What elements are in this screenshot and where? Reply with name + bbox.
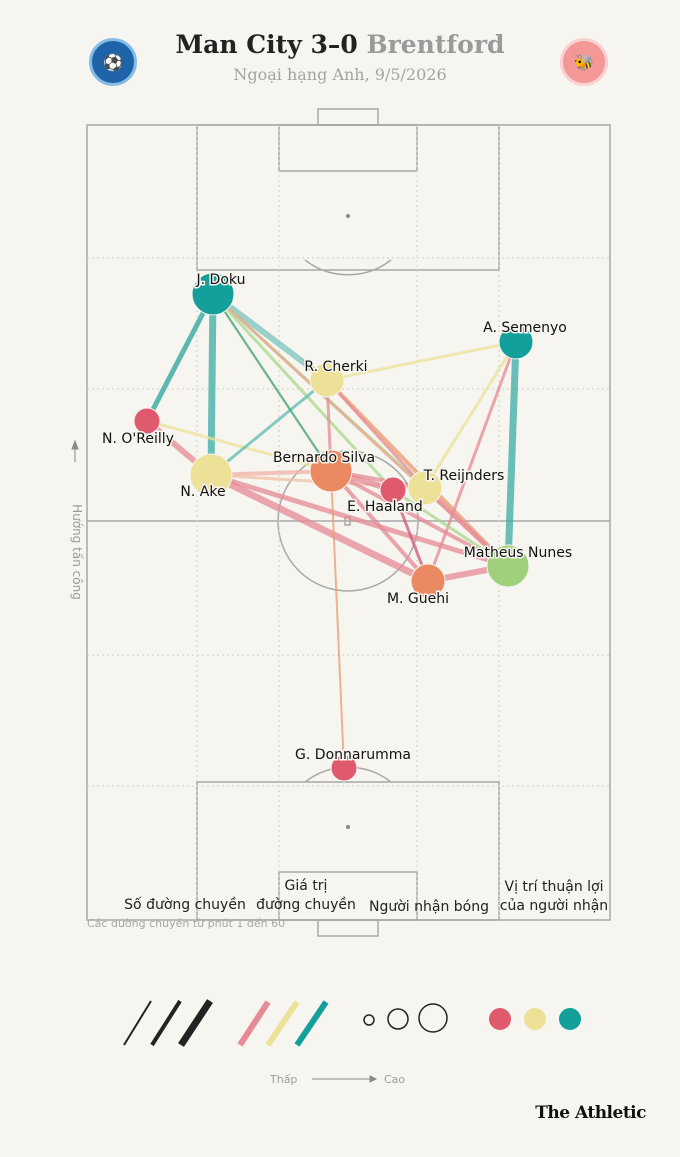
pass-link [146,419,332,473]
home-team: Man City [175,30,302,59]
pass-link [423,341,518,489]
legend-mid-color [524,1008,546,1030]
match-header: Man City 3–0 Brentford Ngoại hạng Anh, 9… [0,30,680,84]
away-team: Brentford [366,30,505,59]
bottom-penalty-spot [346,825,350,829]
legend-thick-line [178,999,213,1047]
pass-link [211,292,395,492]
player-node[interactable] [407,470,443,506]
player-node[interactable] [191,272,235,316]
brentford-crest-icon: 🐝 [560,38,608,86]
zone-gridlines [87,125,610,920]
legend-receiver-position-line1: Vị trí thuận lợi [504,879,604,895]
legend-thin-line [123,1000,152,1046]
player-nodes: J. Doku A. Semenyo R. Cherki N. O'Reilly Ber… [101,271,574,782]
center-circle [277,450,419,592]
pass-link [329,469,430,583]
pass-link [330,469,509,568]
pass-link [209,471,430,585]
pass-link [207,293,217,476]
manchester-city-crest-icon: ⚽ [89,38,137,86]
legend-small-circle [363,1014,375,1026]
pass-link [211,291,329,383]
attack-direction-label: Hướng tấn công [70,504,84,600]
legend-low-label: Thấp [270,1073,298,1086]
pitch-markings [86,108,611,937]
player-node[interactable] [410,563,446,599]
pass-link [426,341,518,582]
legend-medium-line [150,999,182,1047]
legend-pass-value-line1: Giá trị [284,878,328,894]
pass-link [504,341,520,567]
brand-logo: The Athletic [535,1103,646,1123]
pass-link [210,378,328,477]
player-label: M. Guehi [387,591,449,607]
player-node[interactable] [309,449,353,493]
pass-link [325,378,427,490]
score: 3–0 [310,30,358,59]
top-penalty-box [196,124,500,271]
player-label: Matheus Nunes [464,545,572,561]
legend-pass-count-lines [123,999,213,1047]
legend-low-value-line [237,1000,271,1047]
player-label: R. Cherki [304,359,367,375]
legend-position-colors [489,1008,581,1030]
legend-medium-circle [387,1008,409,1030]
legend-large-circle [418,1003,448,1033]
legend-mid-value-line [265,1000,300,1047]
player-label: A. Semenyo [483,320,567,336]
pass-link [210,472,509,569]
player-label: Bernardo Silva [273,450,375,466]
player-node[interactable] [330,754,358,782]
legend-high-label: Cao [384,1073,406,1086]
top-penalty-arc [304,259,392,276]
top-six-yard-box [278,124,418,172]
time-range-note: Các đường chuyền từ phút 1 đến 60 [87,917,286,930]
legend-arrow [312,1075,378,1083]
player-label: N. Ake [180,484,225,500]
player-node[interactable] [498,324,534,360]
player-node[interactable] [309,362,345,398]
player-label: T. Reijnders [423,468,505,484]
player-node[interactable] [189,453,233,497]
legend-pass-count-label: Số đường chuyền [124,897,246,913]
legend-low-color [489,1008,511,1030]
player-label: G. Donnarumma [295,747,411,763]
pass-link [326,340,517,382]
player-label: E. Haaland [347,499,423,515]
player-node[interactable] [486,544,530,588]
legend-receiver-position-line2: của người nhận [499,898,609,914]
legend-receiver-label: Người nhận bóng [369,899,489,915]
legend-pass-value-line2: đường chuyền [256,897,356,913]
pass-link [330,470,345,769]
pass-link [212,293,332,472]
direction-arrow [71,439,79,462]
legend-receiver-sizes [363,1003,448,1033]
player-node[interactable] [379,476,407,504]
match-subtitle: Ngoại hạng Anh, 9/5/2026 [233,65,447,84]
top-penalty-spot [346,214,350,218]
bottom-goal [317,919,379,937]
pass-link [392,488,509,568]
legend-receiver-position-label: Vị trí thuận lợi của người nhận [493,878,615,916]
legend-pass-value-label: Giá trị đường chuyền [246,877,366,915]
player-label: J. Doku [196,272,246,288]
pass-link [144,292,216,423]
player-node[interactable] [133,407,161,435]
pitch-outline [86,124,611,921]
top-goal [317,108,379,126]
legend-pass-value-lines [237,1000,329,1047]
match-title: Man City 3–0 Brentford [0,30,680,59]
legend-high-color [559,1008,581,1030]
legend-high-value-line [294,1000,329,1047]
player-label: N. O'Reilly [102,431,174,447]
